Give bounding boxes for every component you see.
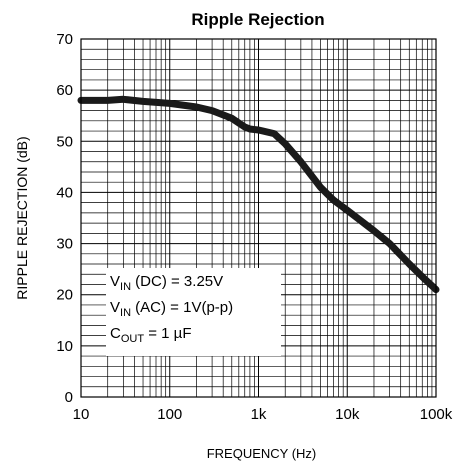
chart-title: Ripple Rejection — [191, 10, 324, 29]
annotation-symbol: C — [110, 325, 121, 342]
x-tick-label: 100k — [420, 406, 453, 423]
x-tick-label: 1k — [251, 406, 267, 423]
annotation-subscript: OUT — [121, 333, 145, 345]
x-tick-label: 10k — [335, 406, 360, 423]
annotation-subscript: IN — [120, 281, 131, 293]
annotation-box — [106, 268, 281, 356]
x-tick-label: 10 — [73, 406, 90, 423]
x-axis-label: FREQUENCY (Hz) — [207, 446, 317, 461]
y-tick-label: 40 — [56, 184, 73, 201]
y-tick-label: 70 — [56, 31, 73, 48]
annotation-symbol: V — [110, 299, 120, 316]
y-tick-label: 30 — [56, 236, 73, 253]
y-axis-label: RIPPLE REJECTION (dB) — [14, 136, 30, 299]
series-line — [77, 95, 440, 294]
y-tick-label: 20 — [56, 287, 73, 304]
y-tick-labels: 0 10 20 30 40 50 60 70 — [56, 31, 73, 406]
y-tick-label: 0 — [65, 389, 73, 406]
annotation-subscript: IN — [120, 307, 131, 319]
annotation-text: (AC) = 1V(p-p) — [131, 299, 233, 316]
x-tick-label: 100 — [157, 406, 182, 423]
x-tick-labels: 10 100 1k 10k 100k — [73, 406, 453, 423]
annotation-line: VIN (AC) = 1V(p-p) — [110, 299, 233, 319]
annotation-text: = 1 µF — [144, 325, 191, 342]
annotation-line: COUT = 1 µF — [110, 325, 192, 345]
y-tick-label: 50 — [56, 133, 73, 150]
y-tick-label: 60 — [56, 82, 73, 99]
annotation-text: (DC) = 3.25V — [131, 273, 223, 290]
annotation-symbol: V — [110, 273, 120, 290]
plot-frame — [80, 38, 437, 398]
annotation-line: VIN (DC) = 3.25V — [110, 273, 223, 293]
y-tick-label: 10 — [56, 338, 73, 355]
